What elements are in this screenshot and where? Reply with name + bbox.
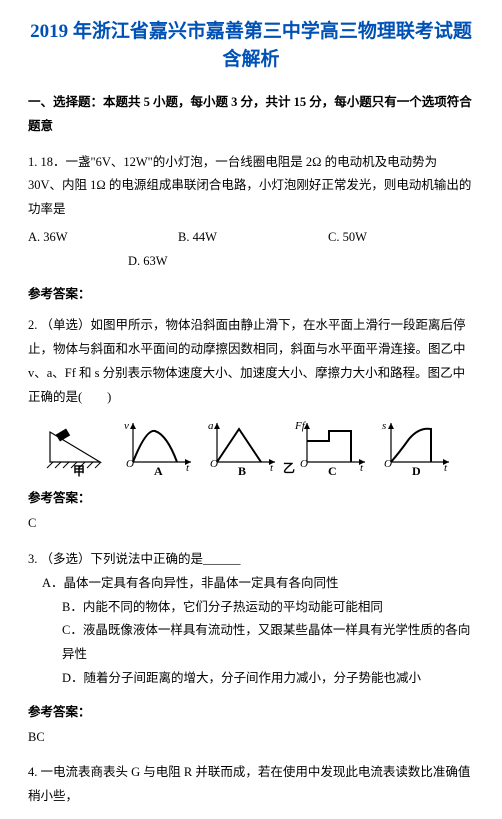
exam-title: 2019 年浙江省嘉兴市嘉善第三中学高三物理联考试题 含解析 — [28, 18, 474, 73]
q4-text: 一电流表商表头 G 与电阻 R 并联而成，若在使用中发现此电流表读数比准确值稍小… — [28, 765, 470, 803]
diagram-A: v O t A — [121, 417, 199, 477]
q1-answer-label: 参考答案： — [28, 283, 474, 302]
svg-text:O: O — [210, 458, 218, 470]
q3-answer: BC — [28, 726, 474, 750]
q2-text: （单选）如图甲所示，物体沿斜面由静止滑下，在水平面上滑行一段距离后停止，物体与斜… — [28, 318, 466, 403]
q4-num: 4. — [28, 765, 37, 779]
q2-diagram-row: 甲 v O t A a O t B 乙 — [28, 417, 474, 477]
panelC-y: Ff — [295, 420, 307, 432]
jia-label: 甲 — [73, 464, 85, 477]
panelB-x: t — [270, 462, 274, 474]
q3-items: A．晶体一定具有各向异性，非晶体一定具有各向同性 B．内能不同的物体，它们分子热… — [28, 572, 474, 691]
panelB-label: B — [238, 464, 246, 477]
yi-label: 乙 — [283, 459, 295, 477]
question-2: 2. （单选）如图甲所示，物体沿斜面由静止滑下，在水平面上滑行一段距离后停止，物… — [28, 314, 474, 536]
diagram-D: s O t D — [379, 417, 457, 477]
panelC-x: t — [360, 462, 364, 474]
panelB-y: a — [208, 420, 214, 432]
panelD-x: t — [444, 462, 448, 474]
q1-text: 18．一盏"6V、12W"的小灯泡，一台线圈电阻是 2Ω 的电动机及电动势为 3… — [28, 155, 471, 217]
q3-optC: C．液晶既像液体一样具有流动性，又跟某些晶体一样具有光学性质的各向异性 — [42, 619, 474, 667]
q3-text: （多选）下列说法中正确的是______ — [41, 552, 241, 566]
q4-body: 4. 一电流表商表头 G 与电阻 R 并联而成，若在使用中发现此电流表读数比准确… — [28, 761, 474, 809]
title-line1: 2019 年浙江省嘉兴市嘉善第三中学高三物理联考试题 — [30, 21, 472, 42]
q2-num: 2. — [28, 318, 37, 332]
q1-options: A. 36W B. 44W C. 50W D. 63W — [28, 226, 474, 274]
q2-answer-label: 参考答案： — [28, 487, 474, 506]
panelA-label: A — [154, 464, 163, 477]
question-4: 4. 一电流表商表头 G 与电阻 R 并联而成，若在使用中发现此电流表读数比准确… — [28, 761, 474, 809]
q3-optA: A．晶体一定具有各向异性，非晶体一定具有各向同性 — [42, 572, 474, 596]
q1-optC: C. 50W — [328, 226, 367, 250]
q3-optB: B．内能不同的物体，它们分子热运动的平均动能可能相同 — [42, 596, 474, 620]
q3-num: 3. — [28, 552, 37, 566]
section-1-heading: 一、选择题：本题共 5 小题，每小题 3 分，共计 15 分，每小题只有一个选项… — [28, 91, 474, 139]
q1-optA: A. 36W — [28, 226, 178, 250]
q1-optD: D. 63W — [28, 250, 168, 274]
svg-text:O: O — [384, 458, 392, 470]
question-1: 1. 18．一盏"6V、12W"的小灯泡，一台线圈电阻是 2Ω 的电动机及电动势… — [28, 151, 474, 303]
diagram-B: a O t B — [205, 417, 283, 477]
q1-num: 1. — [28, 155, 37, 169]
panelD-y: s — [382, 420, 386, 432]
panelC-label: C — [328, 464, 337, 477]
q3-answer-label: 参考答案： — [28, 701, 474, 720]
q2-body: 2. （单选）如图甲所示，物体沿斜面由静止滑下，在水平面上滑行一段距离后停止，物… — [28, 314, 474, 409]
svg-text:O: O — [126, 458, 134, 470]
q1-optB: B. 44W — [178, 226, 328, 250]
q3-body: 3. （多选）下列说法中正确的是______ — [28, 548, 474, 572]
q2-answer: C — [28, 512, 474, 536]
panelA-y: v — [124, 420, 129, 432]
panelD-label: D — [412, 464, 421, 477]
panelA-x: t — [186, 462, 190, 474]
diagram-jia: 甲 — [45, 417, 115, 477]
svg-text:O: O — [300, 458, 308, 470]
q3-optD: D．随着分子间距离的增大，分子间作用力减小，分子势能也减小 — [42, 667, 474, 691]
q1-body: 1. 18．一盏"6V、12W"的小灯泡，一台线圈电阻是 2Ω 的电动机及电动势… — [28, 151, 474, 222]
diagram-C: Ff O t C — [295, 417, 373, 477]
title-line2: 含解析 — [222, 49, 279, 70]
